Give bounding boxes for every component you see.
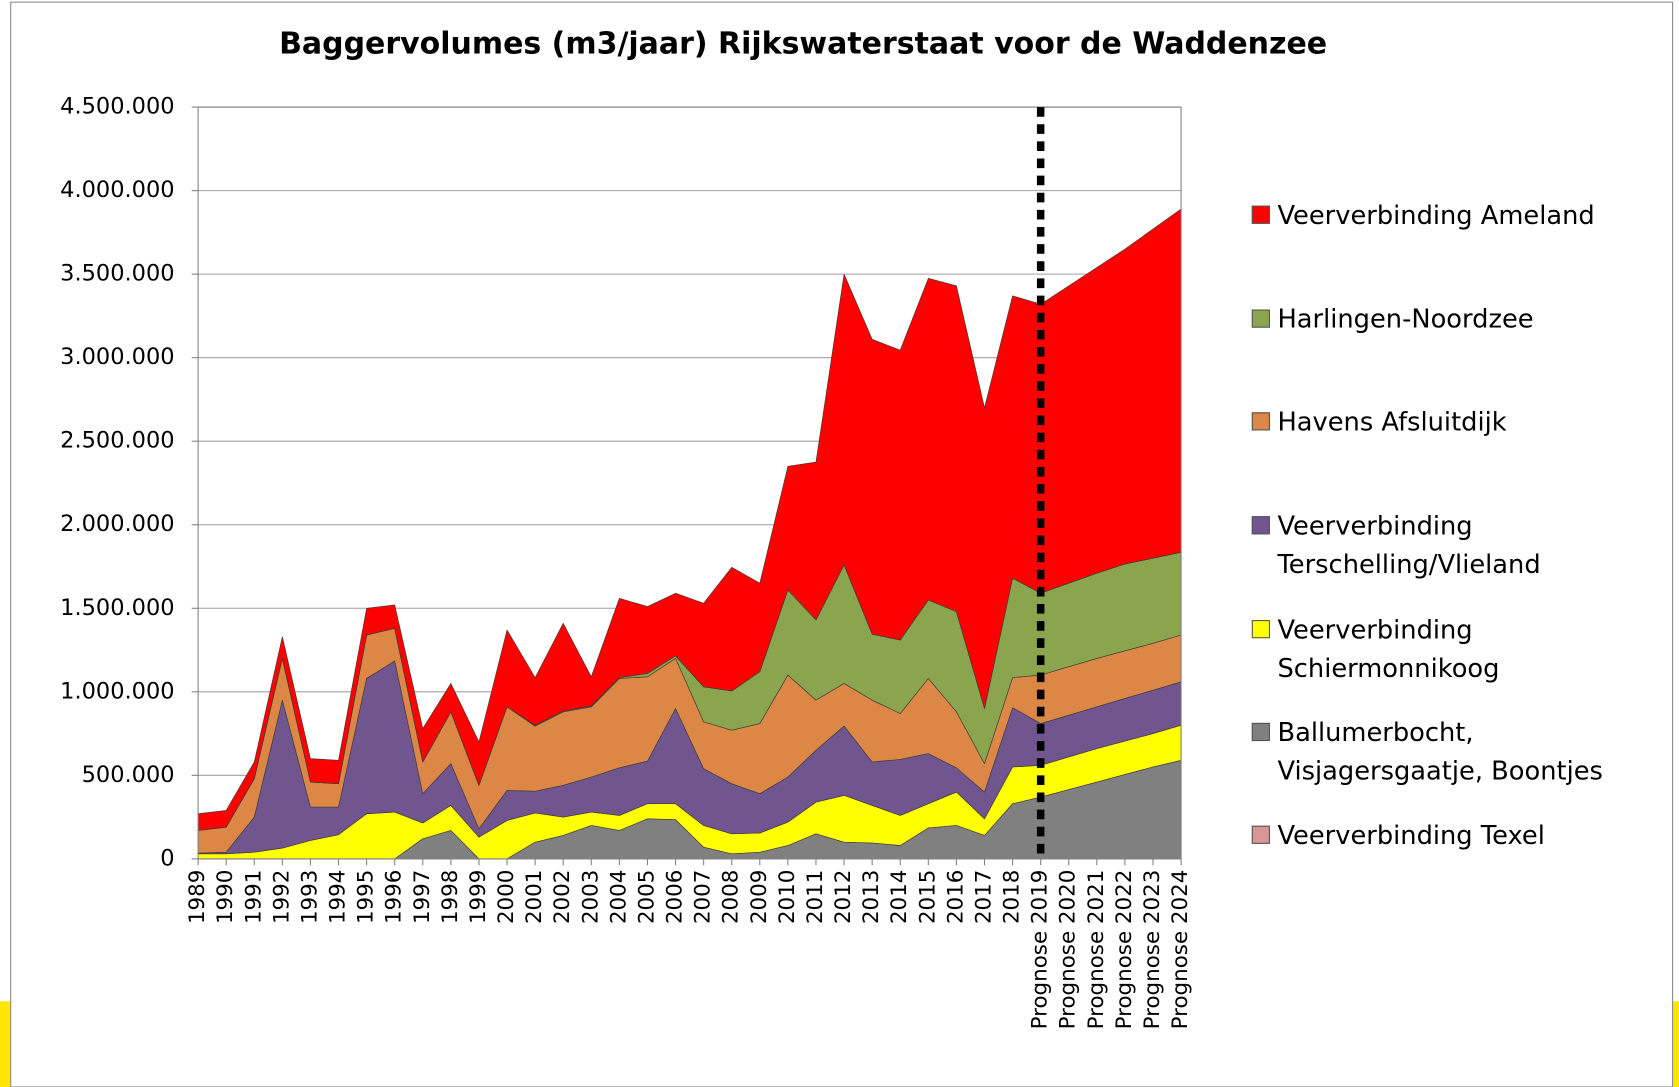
legend-swatch: [1251, 825, 1270, 844]
x-tick-label: 2005: [634, 870, 659, 924]
legend-swatch: [1251, 516, 1270, 535]
x-tick-label: 2001: [522, 870, 547, 924]
y-tick-label: 1.000.000: [60, 678, 174, 704]
legend-item: Harlingen-Noordzee: [1247, 300, 1611, 339]
y-tick-label: 4.500.000: [60, 94, 174, 120]
y-tick-label: 3.000.000: [60, 344, 174, 370]
x-tick-label: 2015: [915, 870, 940, 924]
x-tick-label: 2017: [971, 870, 996, 924]
legend-swatch: [1251, 620, 1270, 639]
x-tick-label: 1996: [382, 870, 407, 924]
x-tick-label: Prognose 2021: [1084, 870, 1109, 1030]
legend-item: Veerverbinding Terschelling/Vlieland: [1247, 507, 1611, 584]
y-tick-label: 3.500.000: [60, 261, 174, 287]
x-tick-label: 1994: [326, 870, 351, 924]
legend-item: Veerverbinding Schiermonnikoog: [1247, 610, 1611, 687]
y-tick-label: 2.500.000: [60, 428, 174, 454]
x-tick-label: 2003: [578, 870, 603, 924]
legend-item: Veerverbinding Texel: [1247, 816, 1611, 855]
legend-item: Ballumerbocht, Visjagersgaatje, Boontjes: [1247, 713, 1611, 790]
x-tick-label: 2006: [663, 870, 688, 924]
x-tick-label: Prognose 2023: [1140, 870, 1165, 1030]
x-tick-label: 2011: [803, 870, 828, 924]
x-tick-label: 1997: [410, 870, 435, 924]
legend-label: Havens Afsluitdijk: [1277, 406, 1507, 437]
legend-swatch: [1251, 205, 1270, 224]
y-tick-label: 0: [160, 845, 174, 871]
x-tick-label: 2008: [719, 870, 744, 924]
x-tick-label: 1990: [213, 870, 238, 924]
y-tick-label: 2.000.000: [60, 511, 174, 537]
legend-swatch: [1251, 309, 1270, 328]
y-tick-label: 500.000: [82, 762, 175, 788]
x-tick-label: 2009: [747, 870, 772, 924]
x-tick-label: 2010: [775, 870, 800, 924]
x-tick-label: 2004: [606, 870, 631, 924]
x-tick-label: Prognose 2020: [1056, 870, 1081, 1030]
legend-item: Havens Afsluitdijk: [1247, 403, 1611, 442]
x-tick-label: 2000: [494, 870, 519, 924]
x-tick-label: 2002: [550, 870, 575, 924]
x-tick-label: 2007: [691, 870, 716, 924]
plot-frame: [197, 106, 1182, 860]
x-tick-label: Prognose 2019: [1028, 870, 1053, 1030]
legend-label: Ballumerbocht, Visjagersgaatje, Boontjes: [1277, 717, 1603, 787]
legend-item: Veerverbinding Ameland: [1247, 196, 1611, 235]
x-tick-label: 1998: [438, 870, 463, 924]
x-tick-label: 1991: [241, 870, 266, 924]
background-strip: [0, 1001, 11, 1087]
chart-title: Baggervolumes (m3/jaar) Rijkswaterstaat …: [279, 26, 1327, 61]
x-tick-label: 1999: [466, 870, 491, 924]
x-tick-label: 2012: [831, 870, 856, 924]
background-strip: [1672, 1001, 1679, 1087]
y-tick-label: 4.000.000: [60, 177, 174, 203]
legend-label: Harlingen-Noordzee: [1277, 304, 1534, 335]
x-tick-label: Prognose 2022: [1112, 870, 1137, 1030]
x-tick-label: 1995: [354, 870, 379, 924]
x-tick-label: 1989: [185, 870, 210, 924]
legend-label: Veerverbinding Schiermonnikoog: [1277, 614, 1500, 684]
x-tick-label: 1992: [269, 870, 294, 924]
x-tick-label: 2013: [859, 870, 884, 924]
legend-label: Veerverbinding Ameland: [1277, 200, 1595, 231]
legend-label: Veerverbinding Texel: [1277, 820, 1545, 851]
y-tick-label: 1.500.000: [60, 595, 174, 621]
x-tick-label: 2014: [887, 870, 912, 924]
x-tick-label: Prognose 2024: [1168, 870, 1193, 1030]
legend-swatch: [1251, 412, 1270, 431]
x-tick-label: 2018: [1000, 870, 1025, 924]
legend-label: Veerverbinding Terschelling/Vlieland: [1277, 510, 1541, 580]
x-tick-label: 2016: [943, 870, 968, 924]
legend-swatch: [1251, 722, 1270, 742]
x-tick-label: 1993: [297, 870, 322, 924]
